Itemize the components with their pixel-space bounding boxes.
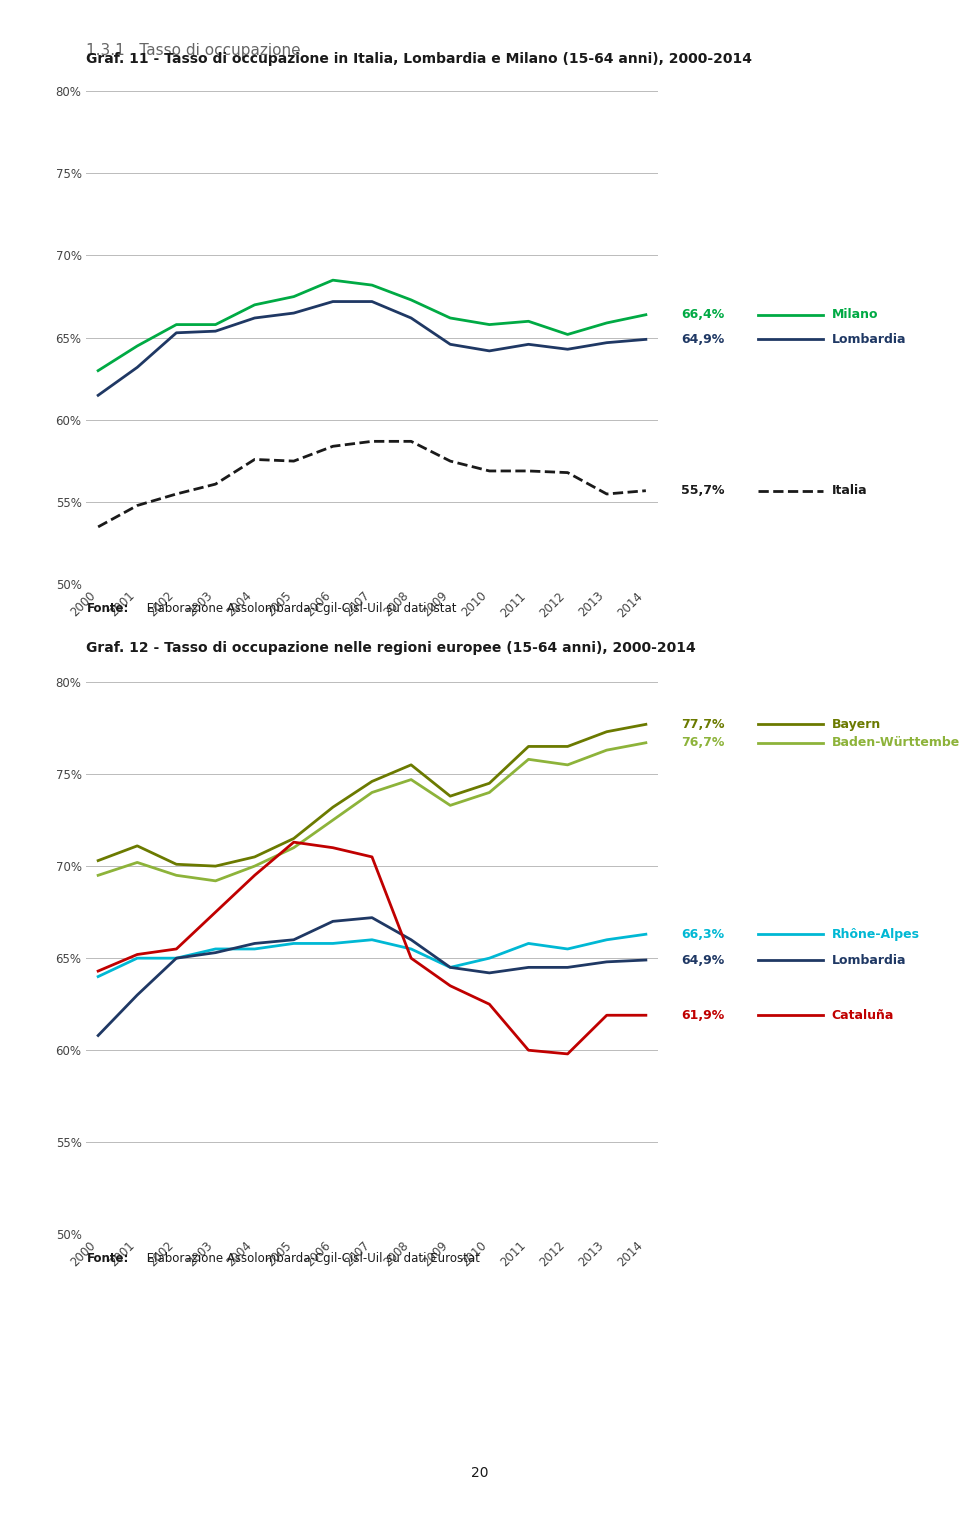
Text: Elaborazione Assolombarda-Cgil-Cisl-Uil su dati Eurostat: Elaborazione Assolombarda-Cgil-Cisl-Uil … — [143, 1253, 480, 1265]
Text: Lombardia: Lombardia — [831, 953, 906, 966]
Text: 64,9%: 64,9% — [682, 333, 725, 345]
Text: 64,9%: 64,9% — [682, 953, 725, 966]
Text: 76,7%: 76,7% — [682, 737, 725, 749]
Text: 66,3%: 66,3% — [682, 928, 725, 941]
Text: Fonte:: Fonte: — [86, 603, 129, 615]
Text: Elaborazione Assolombarda-Cgil-Cisl-Uil su dati Istat: Elaborazione Assolombarda-Cgil-Cisl-Uil … — [143, 603, 456, 615]
Text: 66,4%: 66,4% — [682, 309, 725, 321]
Text: Italia: Italia — [831, 484, 867, 498]
Text: Milano: Milano — [831, 309, 878, 321]
Text: Rhône-Alpes: Rhône-Alpes — [831, 928, 920, 941]
Text: Bayern: Bayern — [831, 718, 880, 731]
Text: Lombardia: Lombardia — [831, 333, 906, 345]
Text: Graf. 11 - Tasso di occupazione in Italia, Lombardia e Milano (15-64 anni), 2000: Graf. 11 - Tasso di occupazione in Itali… — [86, 52, 753, 67]
Text: 77,7%: 77,7% — [682, 718, 725, 731]
Text: Baden-Württemberg: Baden-Württemberg — [831, 737, 960, 749]
Text: Fonte:: Fonte: — [86, 1253, 129, 1265]
Text: 61,9%: 61,9% — [682, 1009, 725, 1021]
Text: 20: 20 — [471, 1466, 489, 1481]
Text: Cataluña: Cataluña — [831, 1009, 894, 1021]
Text: 55,7%: 55,7% — [682, 484, 725, 498]
Text: 1.3.1   Tasso di occupazione: 1.3.1 Tasso di occupazione — [86, 43, 301, 58]
Text: Graf. 12 - Tasso di occupazione nelle regioni europee (15-64 anni), 2000-2014: Graf. 12 - Tasso di occupazione nelle re… — [86, 641, 696, 656]
